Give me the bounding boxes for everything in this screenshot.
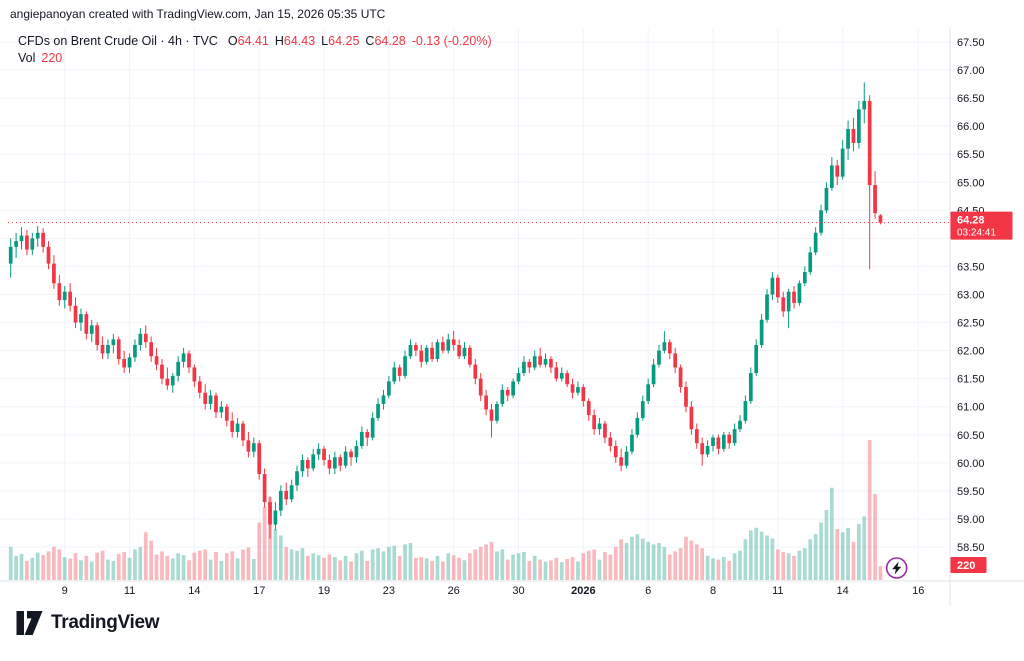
low-label: L [321,34,329,48]
svg-text:30: 30 [512,585,524,597]
ohlc-high: H64.43 [275,33,315,50]
volume-bars-layer [8,440,883,580]
svg-text:19: 19 [318,585,330,597]
candle-wicks-layer [10,82,881,539]
candle-bodies-layer [8,100,883,525]
tradingview-logo-mark-icon [16,611,43,635]
ohlc-low: L64.25 [321,33,359,50]
last-price-value: 64.28 [957,215,985,227]
volume-axis-badge: 220 [950,557,987,573]
svg-text:65.50: 65.50 [957,149,985,161]
svg-text:9: 9 [62,585,68,597]
svg-text:6: 6 [645,585,651,597]
close-label: C [365,34,375,48]
svg-text:66.50: 66.50 [957,93,985,105]
volume-label[interactable]: Vol [18,51,36,65]
svg-text:62.50: 62.50 [957,318,985,330]
open-label: O [227,34,238,48]
high-value: 64.43 [283,34,316,48]
grid-layer [0,28,950,581]
svg-text:8: 8 [710,585,716,597]
svg-text:11: 11 [772,585,783,597]
symbol-title[interactable]: CFDs on Brent Crude Oil · 4h · TVC [18,34,218,48]
svg-text:60.50: 60.50 [957,430,985,442]
svg-text:67.00: 67.00 [957,65,985,77]
price-axis[interactable]: 67.5067.0066.5066.0065.5065.0064.5063.50… [957,37,985,554]
svg-text:67.50: 67.50 [957,37,985,49]
time-axis[interactable]: 9 11 14 17 19 23 26 30 2026 6 8 11 14 16 [62,585,925,597]
high-label: H [274,34,284,48]
svg-text:60.00: 60.00 [957,458,985,470]
tradingview-logo-text: TradingView [51,612,160,633]
svg-text:59.00: 59.00 [957,514,985,526]
low-value: 64.25 [328,34,360,48]
svg-text:61.00: 61.00 [957,402,985,414]
ohlc-close: C64.28 [365,33,405,50]
svg-text:66.00: 66.00 [957,121,985,133]
attribution-text: angiepanoyan created with TradingView.co… [10,7,386,21]
svg-text:14: 14 [188,585,200,597]
svg-text:65.00: 65.00 [957,177,985,189]
svg-text:58.50: 58.50 [957,542,985,554]
svg-text:59.50: 59.50 [957,486,985,498]
svg-text:16: 16 [912,585,924,597]
svg-text:14: 14 [837,585,849,597]
change-value: -0.13 (-0.20%) [411,34,492,48]
legend-volume-row: Vol 220 [18,50,492,67]
svg-text:26: 26 [448,585,460,597]
svg-text:61.50: 61.50 [957,374,985,386]
svg-text:17: 17 [253,585,265,597]
chart-legend: CFDs on Brent Crude Oil · 4h · TVC O64.4… [18,33,492,67]
svg-text:62.00: 62.00 [957,346,985,358]
lightning-icon[interactable] [885,557,908,579]
svg-text:23: 23 [383,585,395,597]
open-value: 64.41 [237,34,269,48]
svg-text:2026: 2026 [571,585,595,597]
volume-axis-value: 220 [957,560,975,572]
close-value: 64.28 [374,34,406,48]
svg-text:63.50: 63.50 [957,261,985,273]
legend-ohlc-row: CFDs on Brent Crude Oil · 4h · TVC O64.4… [18,33,492,50]
svg-text:63.00: 63.00 [957,290,985,302]
bar-countdown: 03:24:41 [957,228,996,239]
volume-value: 220 [41,51,63,65]
svg-text:11: 11 [124,585,135,597]
ohlc-open: O64.41 [228,33,269,50]
tradingview-logo[interactable]: TradingView [16,611,160,635]
